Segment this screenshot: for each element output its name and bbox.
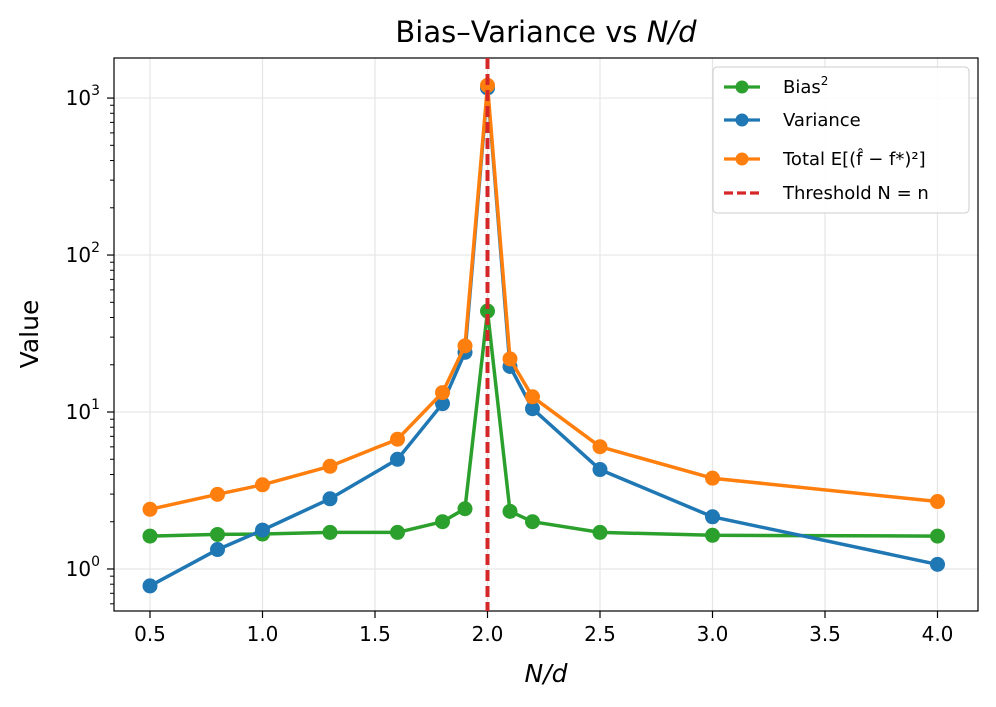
y-tick-label: 100: [66, 554, 100, 581]
legend-marker-bias: [735, 80, 749, 94]
legend-item-total: Total E[(f̂ − f*)²]: [724, 149, 926, 170]
data-point-bias: [322, 524, 338, 540]
y-tick-label: 101: [66, 397, 100, 424]
data-point-total: [435, 385, 450, 401]
data-point-variance: [705, 509, 720, 525]
data-point-bias: [930, 528, 945, 544]
legend-box: [712, 66, 970, 214]
x-axis-label: N/d: [525, 659, 568, 688]
y-axis-label: Value: [15, 300, 44, 369]
data-point-total: [592, 439, 608, 455]
data-point-bias: [525, 514, 540, 530]
data-point-total: [142, 501, 158, 517]
data-point-variance: [210, 542, 225, 558]
x-tick-label: 1.5: [359, 622, 391, 646]
legend-item-bias: Bias2: [724, 74, 828, 98]
x-tick-label: 0.5: [134, 622, 166, 646]
data-point-total: [210, 486, 225, 502]
data-point-variance: [592, 462, 608, 478]
y-tick-label: 103: [66, 83, 100, 110]
legend-item-variance: Variance: [724, 110, 861, 131]
series-total: [142, 77, 945, 517]
legend-label-variance: Variance: [783, 110, 861, 131]
data-point-total: [502, 351, 518, 367]
x-tick-label: 1.0: [247, 622, 279, 646]
data-point-bias: [457, 501, 473, 517]
data-point-bias: [142, 528, 158, 544]
legend-label-threshold: Threshold N = n: [782, 183, 929, 204]
data-point-variance: [930, 556, 945, 572]
x-tick-label: 2.5: [584, 622, 616, 646]
data-point-bias: [390, 524, 405, 540]
data-point-variance: [390, 451, 405, 467]
data-point-total: [390, 431, 405, 447]
data-point-total: [322, 458, 338, 474]
x-tick-label: 4.0: [922, 622, 954, 646]
data-point-total: [525, 389, 540, 405]
data-point-variance: [525, 401, 540, 417]
legend-marker-total: [735, 152, 749, 166]
data-point-variance: [435, 396, 450, 412]
x-tick-label: 3.0: [697, 622, 729, 646]
data-point-bias: [435, 514, 450, 530]
data-point-variance: [255, 522, 270, 538]
data-point-bias: [210, 526, 225, 542]
data-point-variance: [142, 578, 158, 594]
ticks-layer: 0.5 1.0 1.5 2.0 2.5 3.0 3.5 4.0 100 101 102 103: [66, 83, 954, 646]
data-point-bias: [705, 527, 720, 543]
data-point-total: [457, 338, 473, 354]
data-point-bias: [480, 303, 495, 319]
series-line-bias: [149, 309, 938, 538]
legend-label-total: Total E[(f̂ − f*)²]: [782, 149, 926, 170]
x-tick-label: 2.0: [472, 622, 504, 646]
data-point-variance: [322, 491, 338, 507]
data-point-bias: [592, 524, 608, 540]
data-point-total: [255, 477, 270, 493]
legend: Bias2 Variance Total E[(f̂ − f*)²] Thres…: [712, 66, 970, 214]
legend-label-bias: Bias2: [783, 74, 828, 98]
data-point-total: [930, 494, 945, 510]
series-layer: [142, 77, 945, 594]
legend-marker-variance: [735, 113, 749, 127]
data-point-total: [480, 77, 495, 93]
data-point-total: [705, 470, 720, 486]
plot-frame: [113, 57, 979, 612]
y-tick-label: 102: [66, 240, 100, 267]
legend-item-threshold: Threshold N = n: [724, 183, 929, 204]
data-point-bias: [502, 503, 518, 519]
x-tick-label: 3.5: [809, 622, 841, 646]
chart-title: Bias–Variance vs N/d: [395, 15, 697, 49]
